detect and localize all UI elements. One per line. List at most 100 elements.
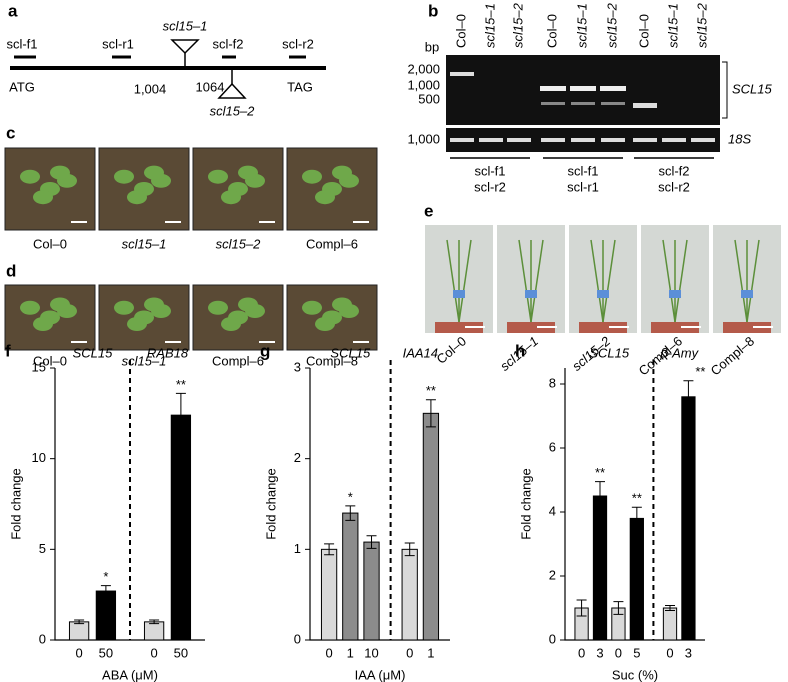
- insertion-position: 1064: [196, 79, 225, 94]
- band: [479, 138, 503, 142]
- photo-label: scl15–1: [122, 236, 167, 251]
- tag: [525, 290, 537, 298]
- bar: [662, 607, 678, 641]
- bar: [592, 495, 608, 641]
- y-axis-label: Fold change: [8, 468, 23, 540]
- pot: [435, 322, 483, 333]
- x-axis-label: Suc (%): [612, 667, 658, 682]
- panel-letter: h: [515, 341, 525, 360]
- lane-label: Col–0: [544, 14, 559, 48]
- x-tick-label: 10: [364, 645, 378, 660]
- plant-stem: [446, 239, 460, 323]
- y-tick-label: 4: [549, 503, 556, 518]
- bar: [401, 548, 418, 641]
- photo-label: Col–0: [433, 333, 469, 366]
- error-bar: [324, 543, 335, 556]
- y-tick-label: 10: [32, 450, 46, 465]
- plant-leaf: [114, 169, 134, 184]
- band: [601, 138, 625, 142]
- panel-letter: d: [6, 261, 16, 280]
- band: [570, 86, 596, 91]
- error-bar: [665, 604, 675, 612]
- plant-leaf: [127, 190, 147, 205]
- plant-leaf: [332, 165, 352, 180]
- insertion-label: scl15–1: [163, 18, 208, 33]
- tag: [453, 290, 465, 298]
- pot: [651, 322, 699, 333]
- photo-label: Compl–6: [306, 236, 358, 251]
- unit-label: bp: [425, 39, 439, 54]
- x-tick-label: 5: [633, 645, 640, 660]
- significance: *: [103, 569, 108, 584]
- bar: [681, 396, 696, 641]
- group-title: IAA14: [403, 345, 438, 360]
- primer-label: scl-r2: [658, 179, 690, 194]
- group-title: SCL15: [73, 345, 114, 360]
- plant-leaf: [127, 317, 147, 331]
- band: [600, 86, 626, 91]
- insertion: [170, 39, 200, 55]
- plant-leaf: [302, 169, 322, 184]
- insertion-position: 1,004: [134, 81, 167, 96]
- plant-leaf: [208, 169, 228, 184]
- group-title: RAB18: [147, 345, 189, 360]
- ladder-label: 1,000: [407, 131, 440, 146]
- plant-stem: [734, 239, 748, 323]
- plant-leaf: [238, 165, 258, 180]
- x-tick-label: 3: [596, 645, 603, 660]
- tag: [669, 290, 681, 298]
- plant-leaf: [144, 165, 164, 180]
- lane-label: scl15–1: [665, 3, 680, 48]
- plant-leaf: [315, 190, 335, 205]
- panel-letter: a: [8, 1, 18, 20]
- plant-leaf: [238, 297, 258, 312]
- band: [662, 138, 686, 142]
- group-title: SCL15: [330, 345, 371, 360]
- x-tick-label: 0: [325, 645, 332, 660]
- group-title: β-Amy: [659, 345, 699, 360]
- y-tick-label: 0: [294, 631, 301, 646]
- bar: [363, 541, 380, 641]
- y-tick-label: 1: [294, 541, 301, 556]
- photo-label: Col–0: [33, 236, 67, 251]
- error-bar: [425, 399, 436, 428]
- error-bar: [631, 506, 642, 531]
- plant-leaf: [302, 300, 322, 315]
- x-tick-label: 0: [150, 645, 157, 660]
- lane-label: Col–0: [453, 14, 468, 48]
- y-tick-label: 8: [549, 375, 556, 390]
- x-tick-label: 0: [615, 645, 622, 660]
- band: [571, 138, 595, 142]
- plant-leaf: [332, 297, 352, 312]
- tag: [741, 290, 753, 298]
- pot: [507, 322, 555, 333]
- gene-label: 18S: [728, 131, 751, 146]
- panel-letter: c: [6, 123, 15, 142]
- y-axis-label: Fold change: [518, 468, 533, 540]
- x-tick-label: 0: [406, 645, 413, 660]
- pot: [723, 322, 771, 333]
- x-tick-label: 50: [174, 645, 188, 660]
- plant-stem: [674, 239, 688, 323]
- lane-label: scl15–1: [482, 3, 497, 48]
- plant-leaf: [33, 317, 53, 331]
- group-title: SCL15: [589, 345, 630, 360]
- bar: [342, 512, 359, 641]
- x-tick-label: 3: [685, 645, 692, 660]
- band: [633, 138, 657, 142]
- lane-label: scl15–1: [574, 3, 589, 48]
- start-codon: ATG: [9, 79, 35, 94]
- x-axis-label: IAA (μM): [355, 667, 406, 682]
- y-tick-label: 0: [39, 631, 46, 646]
- gene-label: SCL15: [732, 81, 773, 96]
- y-tick-label: 3: [294, 359, 301, 374]
- significance: **: [595, 465, 605, 480]
- band: [507, 138, 531, 142]
- ladder-label: 500: [418, 91, 440, 106]
- band: [541, 138, 565, 142]
- plant-stem: [530, 239, 544, 323]
- significance: *: [348, 489, 353, 504]
- tag: [597, 290, 609, 298]
- plant-leaf: [144, 297, 164, 312]
